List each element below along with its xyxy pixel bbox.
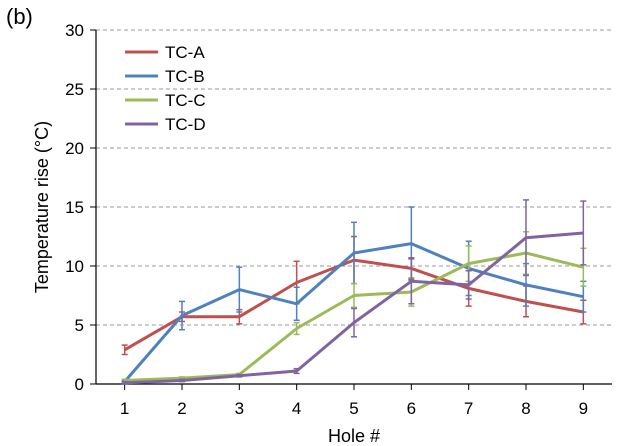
- error-bar: [236, 266, 243, 313]
- legend-label: TC-B: [165, 67, 205, 86]
- legend: TC-A TC-B TC-C TC-D: [125, 43, 206, 134]
- y-tick-label: 0: [75, 375, 84, 394]
- legend-item-tc-a: TC-A: [125, 43, 205, 62]
- error-bar: [408, 258, 415, 305]
- error-bar: [121, 344, 128, 356]
- x-tick-label: 7: [464, 399, 473, 418]
- error-bar: [293, 367, 300, 375]
- x-axis-title: Hole #: [328, 426, 380, 446]
- error-bar: [293, 286, 300, 322]
- panel-label: (b): [6, 4, 33, 29]
- error-bar: [351, 307, 357, 338]
- axes: [90, 29, 612, 390]
- error-bar: [179, 378, 185, 383]
- error-bar: [351, 282, 357, 309]
- y-axis-title: Temperature rise (°C): [32, 121, 52, 293]
- legend-item-tc-c: TC-C: [125, 91, 206, 110]
- y-tick-label: 20: [65, 139, 84, 158]
- error-bar: [465, 269, 472, 300]
- error-bar: [523, 199, 529, 277]
- legend-item-tc-b: TC-B: [125, 67, 205, 86]
- y-tick-label: 15: [65, 198, 84, 217]
- series-layer: [121, 199, 587, 385]
- legend-label: TC-A: [165, 43, 205, 62]
- x-tick-label: 5: [349, 399, 358, 418]
- y-tick-label: 10: [65, 257, 84, 276]
- x-tick-label: 4: [292, 399, 301, 418]
- error-bar: [236, 373, 243, 378]
- x-tick-label: 9: [579, 399, 588, 418]
- y-tick-label: 30: [65, 21, 84, 40]
- x-tick-label: 2: [177, 399, 186, 418]
- x-tick-label: 8: [521, 399, 530, 418]
- x-tick-label: 6: [407, 399, 416, 418]
- x-tick-label: 3: [235, 399, 244, 418]
- y-tick-label: 25: [65, 80, 84, 99]
- legend-item-tc-d: TC-D: [125, 115, 206, 134]
- error-bar: [121, 380, 128, 385]
- legend-label: TC-C: [165, 91, 206, 110]
- x-tick-label: 1: [120, 399, 129, 418]
- error-bar: [293, 321, 300, 336]
- error-bar: [580, 200, 587, 266]
- legend-label: TC-D: [165, 115, 206, 134]
- y-tick-label: 5: [75, 316, 84, 335]
- error-bar: [179, 300, 185, 331]
- series-tc-d: [121, 199, 587, 385]
- tick-labels: 0 5 10 15 20 25 30 1 2 3 4 5 6 7 8 9: [65, 21, 588, 418]
